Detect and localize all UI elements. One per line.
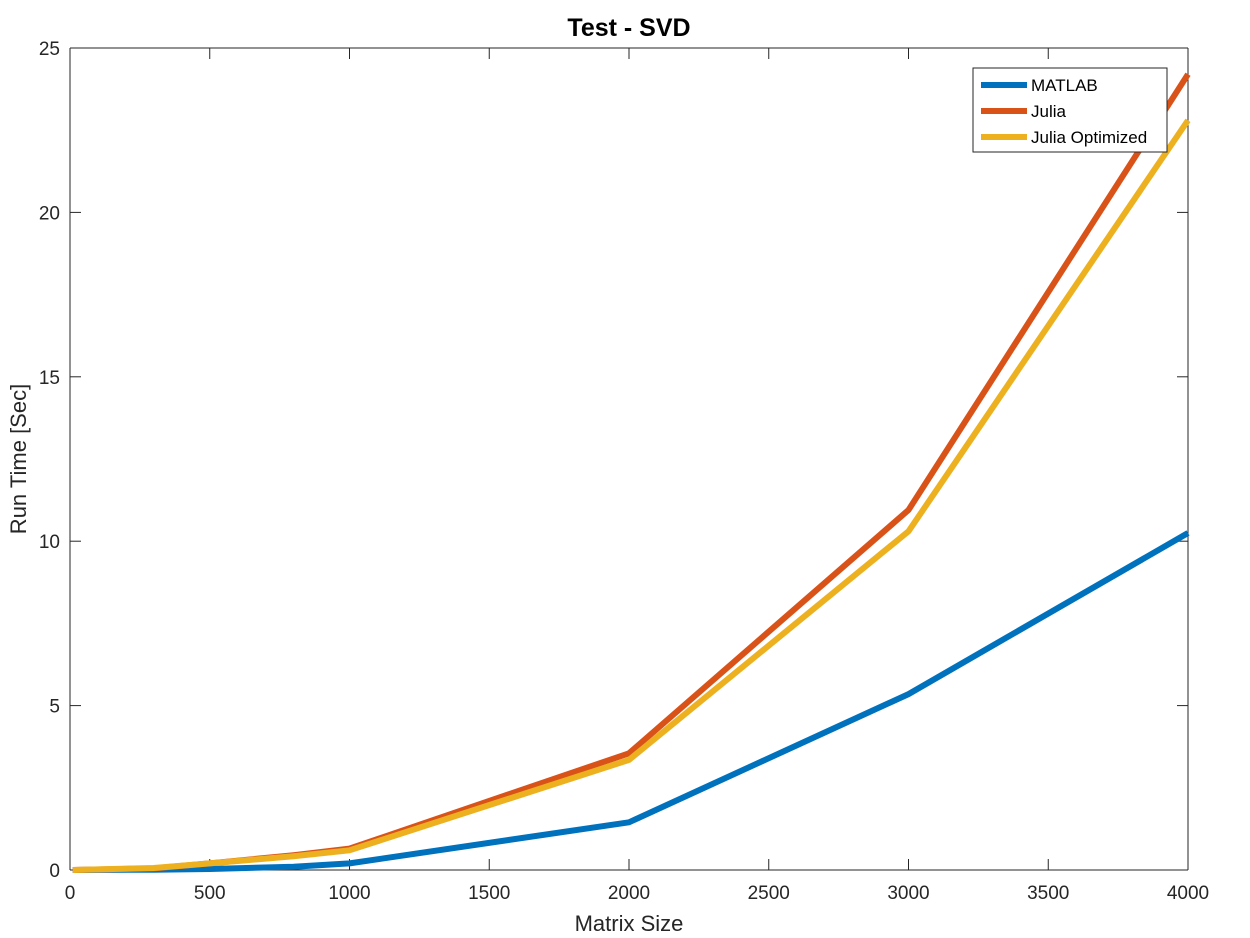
plot-area [70,48,1188,870]
y-tick-label: 15 [39,368,60,389]
y-tick-label: 0 [49,861,60,882]
legend-entry-label: MATLAB [1031,76,1098,95]
y-tick-label: 5 [49,697,60,718]
chart-title: Test - SVD [567,14,690,42]
x-tick-label: 3500 [1027,883,1069,904]
x-tick-label: 3000 [887,883,929,904]
y-tick-label: 25 [39,39,60,60]
legend: MATLAB Julia Julia Optimized [972,67,1168,153]
x-tick-label: 2500 [748,883,790,904]
legend-entry-label: Julia Optimized [1031,128,1147,147]
x-tick-label: 2000 [608,883,650,904]
x-tick-label: 1500 [468,883,510,904]
axes: 0 500 1000 1500 2000 2500 3000 3500 4000 0 5 10 15 20… [39,39,1209,904]
series-layer [72,72,1191,873]
x-tick-label: 4000 [1167,883,1209,904]
legend-entry-label: Julia [1031,102,1067,121]
x-tick-label: 0 [65,883,76,904]
y-axis-label: Run Time [Sec] [6,384,31,534]
y-tick-label: 20 [39,203,60,224]
series-line-julia-optimized [72,118,1191,873]
y-tick-label: 10 [39,532,60,553]
x-axis-label: Matrix Size [575,911,684,936]
x-tick-label: 1000 [328,883,370,904]
x-tick-label: 500 [194,883,226,904]
